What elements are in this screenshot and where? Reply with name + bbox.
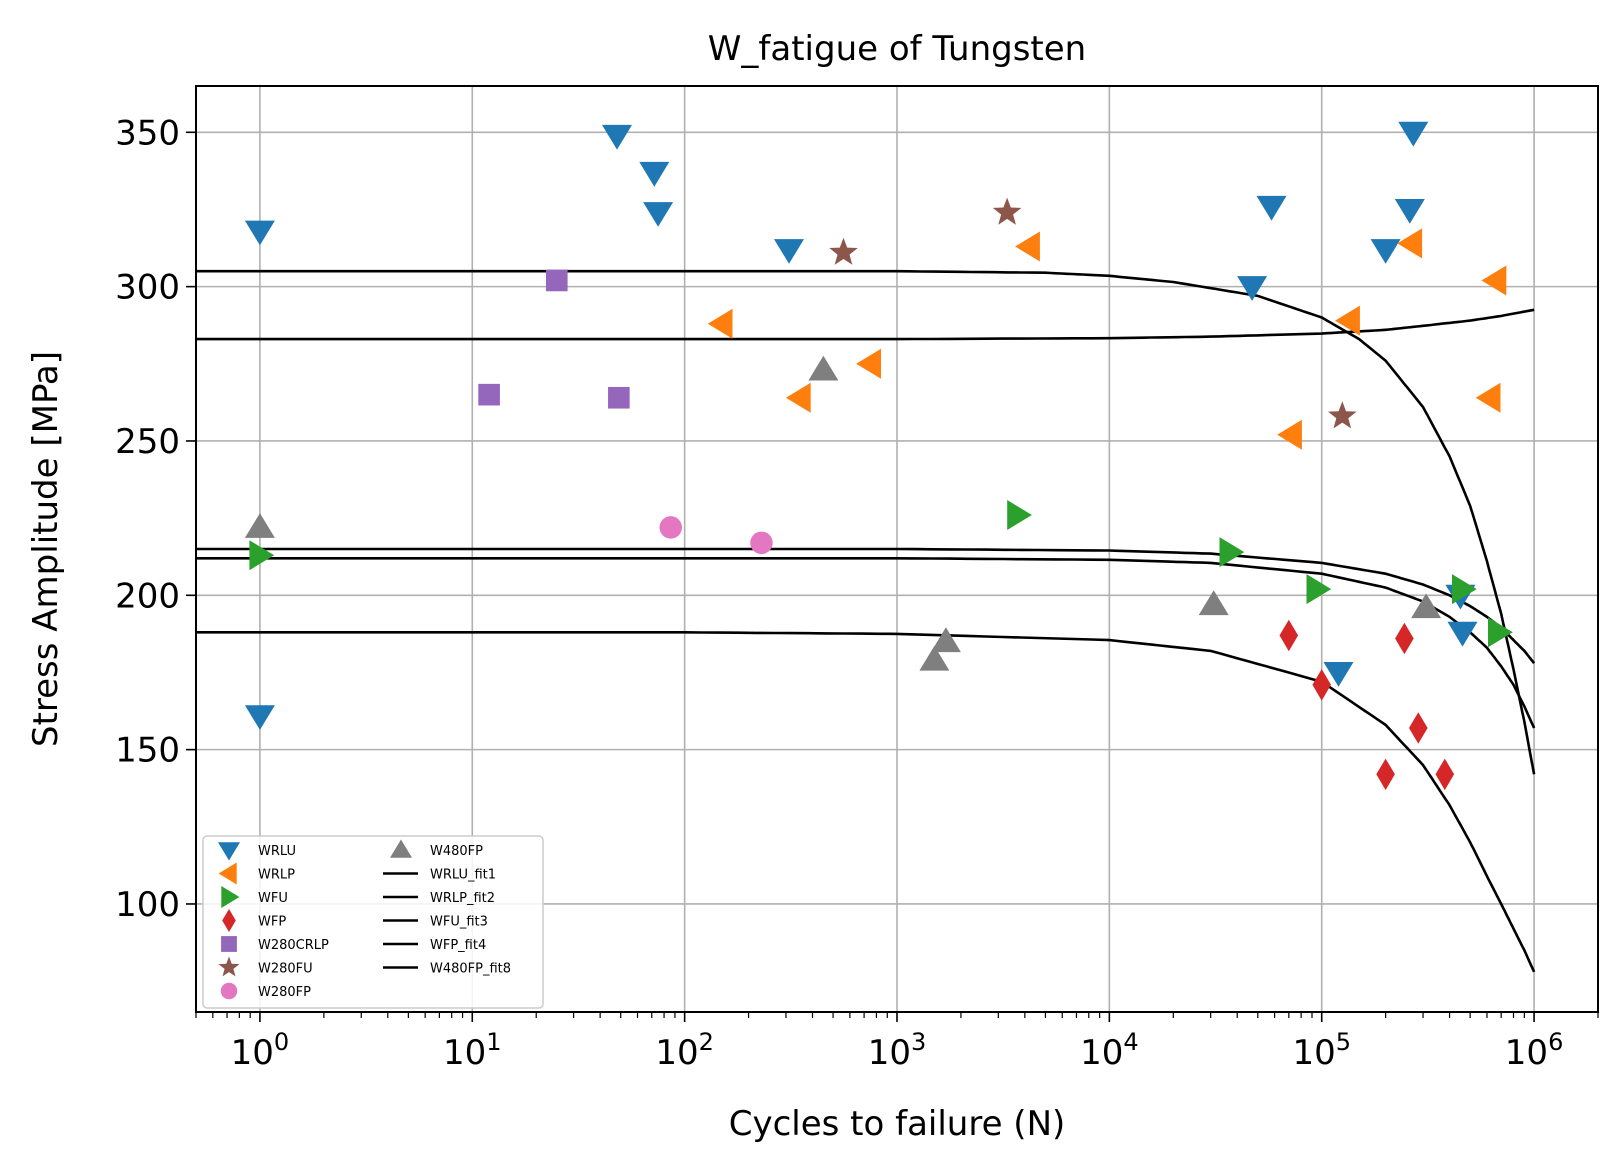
- legend-label: WFU_fit3: [430, 915, 488, 930]
- legend-label: W480FP_fit8: [430, 962, 511, 977]
- point-W280FU: [992, 197, 1022, 225]
- point-W280CRLP: [608, 386, 630, 409]
- legend-marker-WFP: [222, 909, 236, 932]
- point-WRLP: [856, 348, 881, 379]
- point-WFP: [1312, 669, 1331, 701]
- x-axis-label: Cycles to failure (N): [729, 1104, 1066, 1144]
- point-WRLU: [1256, 195, 1287, 221]
- point-WFU: [1007, 500, 1032, 530]
- point-WFP: [1279, 619, 1299, 652]
- point-WRLU: [1398, 121, 1429, 147]
- grid: [196, 86, 1598, 1012]
- point-WRLU: [1447, 621, 1478, 647]
- point-WRLP: [1335, 305, 1360, 336]
- legend: WRLU WRLP WFU WFP W280CRLP W280FU W280FP W480FP…: [202, 835, 544, 1009]
- point-WFU: [1452, 574, 1477, 605]
- legend-label: WRLU_fit1: [430, 868, 496, 883]
- point-WRLP: [707, 308, 733, 339]
- point-WRLP: [785, 382, 811, 413]
- point-WRLU: [1323, 662, 1354, 687]
- legend-label: WFU: [258, 891, 288, 906]
- point-W480FP: [244, 513, 275, 538]
- point-WFU: [1219, 537, 1245, 568]
- y-tick-label: 200: [115, 576, 180, 616]
- point-WFP: [1409, 712, 1428, 744]
- y-tick-label: 150: [115, 731, 180, 771]
- x-tick-label: 106: [1505, 1028, 1564, 1073]
- y-axis-label: Stress Amplitude [MPa]: [26, 351, 66, 747]
- y-tick-label: 300: [115, 268, 180, 308]
- point-WRLU: [602, 124, 632, 150]
- y-tick-label: 250: [115, 422, 180, 462]
- point-WRLU: [1237, 276, 1268, 301]
- point-WRLP: [1475, 382, 1501, 413]
- legend-marker-WRLU: [218, 842, 240, 861]
- legend-label: WRLP_fit2: [430, 891, 495, 906]
- legend-marker-WRLP: [218, 862, 237, 885]
- point-WRLU: [643, 202, 674, 227]
- point-WRLP: [1277, 419, 1302, 450]
- point-WRLU: [639, 161, 670, 187]
- point-WRLU: [1370, 239, 1401, 264]
- point-WFP: [1395, 622, 1414, 655]
- point-WFP: [1376, 758, 1395, 791]
- legend-label: W480FP: [430, 844, 483, 859]
- point-WRLU: [774, 239, 804, 264]
- legend-marker-W280FU: [218, 956, 240, 977]
- legend-box: [202, 835, 544, 1009]
- point-W480FP: [919, 645, 950, 671]
- legend-marker-W280FP: [220, 982, 238, 1000]
- legend-label: W280FP: [258, 985, 311, 1000]
- point-WRLU: [244, 705, 275, 730]
- legend-label: WRLU: [258, 844, 296, 859]
- x-axis-ticks: 100 101 102 103 104 105 106: [195, 1012, 1599, 1073]
- point-W280FP: [750, 531, 773, 555]
- x-tick-label: 103: [868, 1028, 927, 1073]
- point-W280CRLP: [478, 383, 500, 406]
- legend-marker-WFU: [221, 886, 240, 908]
- legend-marker-W280CRLP: [221, 936, 237, 952]
- point-W280FP: [659, 516, 682, 539]
- point-WRLP: [1397, 228, 1423, 259]
- legend-label: WRLP: [258, 868, 295, 883]
- legend-label: WFP: [258, 915, 286, 930]
- x-tick-label: 105: [1292, 1028, 1351, 1073]
- point-W480FP: [808, 355, 839, 381]
- fit-line-WRLU_fit1: [196, 269, 1536, 775]
- x-tick-label: 102: [655, 1028, 714, 1073]
- x-tick-label: 104: [1080, 1028, 1139, 1073]
- point-WRLP: [1015, 231, 1040, 262]
- fit-line-WRLP_fit2: [196, 308, 1535, 341]
- point-WFU: [1488, 617, 1513, 648]
- point-W480FP: [930, 627, 961, 653]
- point-W480FP: [1411, 593, 1442, 619]
- point-WFP: [1435, 758, 1455, 791]
- point-WRLU: [1394, 199, 1425, 224]
- point-WRLP: [1481, 265, 1507, 296]
- point-W280CRLP: [545, 269, 568, 292]
- fit-line-W480FP_fit8: [196, 557, 1536, 729]
- legend-label: WFP_fit4: [430, 938, 486, 953]
- fit-line-WFP_fit4: [196, 631, 1536, 973]
- x-tick-label: 100: [231, 1028, 290, 1073]
- point-WFU: [249, 540, 275, 571]
- point-WFU: [1306, 574, 1332, 605]
- point-WRLU: [244, 220, 275, 246]
- legend-label: W280CRLP: [258, 938, 329, 953]
- legend-label: W280FU: [258, 962, 313, 977]
- point-W480FP: [1198, 590, 1229, 616]
- legend-marker-W480FP: [390, 839, 412, 858]
- point-W280FU: [1328, 401, 1357, 429]
- data-points: [244, 121, 1513, 791]
- x-tick-label: 101: [443, 1028, 502, 1073]
- point-W280FU: [829, 237, 858, 265]
- y-tick-label: 100: [115, 885, 180, 925]
- y-tick-label: 350: [115, 113, 180, 153]
- y-axis-ticks: 100 150 200 250 300 350: [115, 113, 196, 925]
- chart-title: W_fatigue of Tungsten: [708, 29, 1086, 69]
